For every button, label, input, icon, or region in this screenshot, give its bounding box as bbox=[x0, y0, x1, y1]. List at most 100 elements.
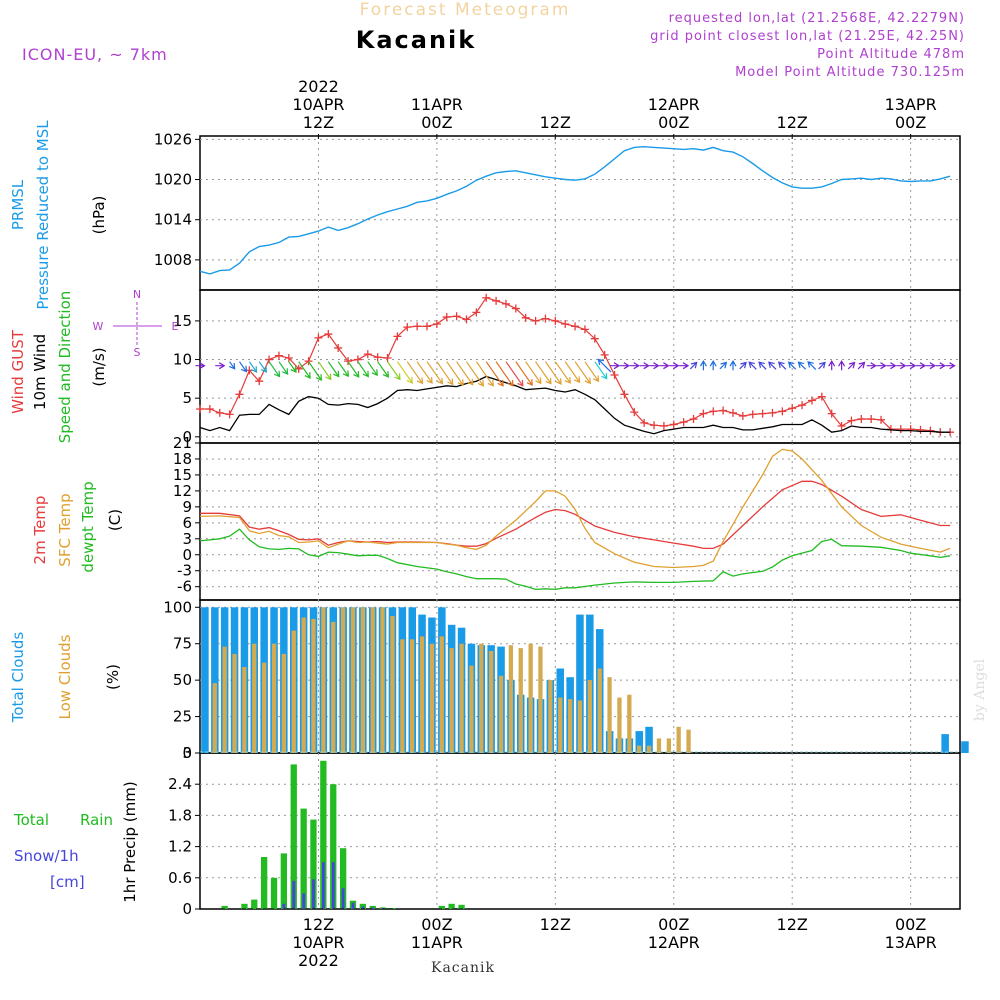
gust-point bbox=[235, 390, 244, 399]
panel-pressure bbox=[199, 135, 961, 291]
precip-ylabel: Total Rain Snow/1h [cm] 1hr Precip (mm) bbox=[13, 781, 139, 902]
wind-direction-arrow bbox=[515, 361, 533, 387]
low-cloud-bar bbox=[558, 697, 563, 753]
low-cloud-bar bbox=[617, 697, 622, 753]
gust-point bbox=[482, 293, 491, 302]
y-tick-label: 15 bbox=[173, 312, 192, 330]
y-tick-label: 1020 bbox=[154, 171, 192, 189]
rain-bar bbox=[221, 905, 228, 909]
bottom-time-label: 12APR bbox=[648, 933, 700, 952]
wind-direction-arrow bbox=[239, 361, 248, 373]
gust-point bbox=[837, 422, 846, 430]
gust-point bbox=[896, 425, 905, 434]
low-cloud-bar bbox=[370, 607, 375, 753]
snow-bar bbox=[371, 907, 375, 909]
gust-point bbox=[857, 415, 866, 424]
y-tick-label: 12 bbox=[173, 482, 192, 500]
low-cloud-bar bbox=[262, 662, 267, 753]
model-altitude: Model Point Altitude 730.125m bbox=[735, 65, 965, 80]
gust-point bbox=[511, 304, 520, 313]
rain-bar bbox=[290, 764, 297, 909]
gust-line bbox=[200, 296, 951, 433]
gust-point bbox=[363, 350, 372, 359]
wind-direction-arrow bbox=[689, 361, 698, 370]
rain-bar bbox=[458, 904, 465, 909]
low-cloud-bar bbox=[232, 653, 237, 753]
svg-text:W: W bbox=[93, 320, 104, 333]
location-title: Kacanik bbox=[356, 26, 477, 54]
svg-text:Total Clouds: Total Clouds bbox=[9, 632, 27, 724]
gust-point bbox=[403, 323, 412, 332]
gust-point bbox=[738, 411, 747, 420]
gust-point bbox=[442, 313, 451, 322]
wind-direction-arrow bbox=[268, 361, 281, 378]
gust-point bbox=[561, 320, 570, 328]
top-time-label: 12Z bbox=[303, 113, 334, 132]
wind-direction-arrow bbox=[406, 361, 424, 385]
low-cloud-bar bbox=[686, 729, 691, 753]
low-cloud-bar bbox=[331, 621, 336, 753]
gust-point bbox=[758, 409, 767, 418]
wind-direction-arrow bbox=[649, 362, 660, 370]
rain-bar bbox=[261, 857, 268, 909]
y-tick-label: 100 bbox=[163, 598, 192, 616]
svg-text:E: E bbox=[172, 320, 179, 333]
low-cloud-bar bbox=[469, 665, 474, 753]
gust-point bbox=[630, 408, 639, 417]
gust-point bbox=[689, 415, 698, 424]
y-tick-label: -3 bbox=[177, 562, 192, 580]
wind-direction-arrow bbox=[298, 361, 311, 379]
gust-point bbox=[580, 325, 589, 334]
wind-direction-arrow bbox=[525, 361, 542, 385]
total-cloud-bar bbox=[645, 726, 653, 753]
pressure-ylabel: PRMSL Pressure Reduced to MSL (hPa) bbox=[9, 120, 108, 310]
top-time-label: 00Z bbox=[658, 113, 689, 132]
y-tick-label: 1026 bbox=[154, 130, 192, 148]
wind-direction-arrow bbox=[719, 361, 728, 370]
wind-direction-arrow bbox=[288, 361, 297, 373]
low-cloud-bar bbox=[350, 607, 356, 753]
y-tick-label: 6 bbox=[182, 514, 192, 532]
gust-point bbox=[778, 407, 787, 416]
credit-watermark: by Angel bbox=[972, 658, 988, 721]
gust-point bbox=[215, 408, 224, 417]
gust-point bbox=[877, 415, 886, 424]
gust-point bbox=[728, 408, 737, 417]
y-tick-label: 0 bbox=[182, 744, 192, 762]
gust-point bbox=[788, 404, 797, 413]
gust-point bbox=[492, 296, 501, 305]
y-tick-label: -6 bbox=[177, 578, 192, 596]
svg-text:Low Clouds: Low Clouds bbox=[56, 634, 74, 719]
gust-point bbox=[590, 334, 599, 343]
wind-direction-arrow bbox=[807, 360, 817, 371]
low-cloud-bar bbox=[390, 616, 395, 753]
bottom-time-label: 00Z bbox=[658, 915, 689, 934]
svg-text:N: N bbox=[133, 288, 141, 301]
wind-direction-arrow bbox=[787, 361, 797, 370]
gust-point bbox=[521, 313, 530, 322]
rain-bar bbox=[310, 819, 317, 909]
gust-point bbox=[867, 415, 876, 424]
low-cloud-bar bbox=[311, 618, 316, 753]
gust-point bbox=[817, 392, 826, 401]
svg-text:10m Wind: 10m Wind bbox=[31, 334, 49, 410]
wind-direction-arrow bbox=[669, 362, 680, 370]
low-cloud-bar bbox=[528, 643, 533, 753]
svg-text:(C): (C) bbox=[106, 509, 124, 531]
svg-text:Wind GUST: Wind GUST bbox=[9, 329, 27, 414]
gridpoint-coords: grid point closest lon,lat (21.25E, 42.2… bbox=[650, 29, 965, 44]
low-cloud-bar bbox=[548, 680, 553, 753]
svg-text:[cm]: [cm] bbox=[50, 873, 85, 891]
wind-direction-arrow bbox=[629, 362, 640, 370]
svg-text:SFC Temp: SFC Temp bbox=[56, 493, 74, 566]
clouds-ylabel: Total Clouds Low Clouds (%) bbox=[9, 632, 122, 724]
gust-point bbox=[205, 405, 214, 413]
gust-point bbox=[324, 330, 333, 339]
wind-direction-arrow bbox=[456, 361, 474, 386]
wind-direction-arrow bbox=[906, 362, 917, 370]
wind-direction-arrow bbox=[475, 361, 494, 387]
rain-bar bbox=[300, 808, 307, 909]
gust-point bbox=[413, 322, 422, 331]
total-cloud-bar bbox=[576, 614, 584, 753]
y-tick-label: 21 bbox=[173, 434, 192, 452]
